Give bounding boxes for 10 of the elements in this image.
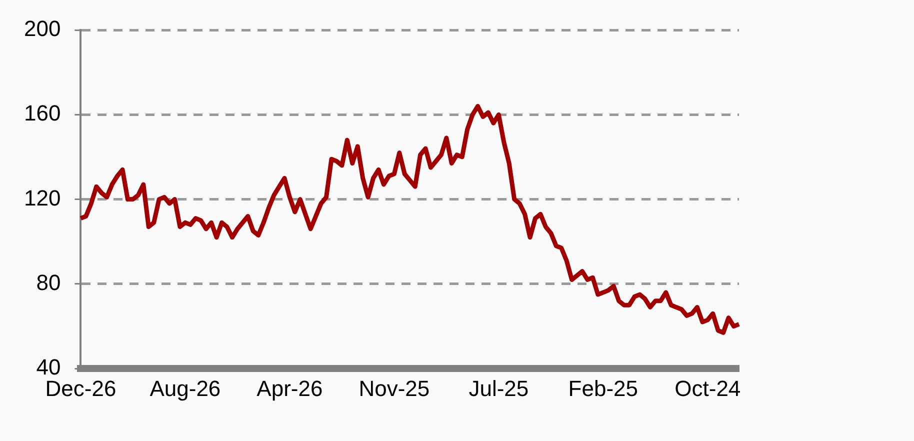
y-tick-label: 120 <box>24 185 61 210</box>
x-tick-label: Oct-24 <box>674 376 741 401</box>
x-tick-label: Jul-25 <box>468 376 529 401</box>
x-tick-label: Nov-25 <box>358 376 430 401</box>
x-tick-label: Apr-26 <box>256 376 323 401</box>
y-tick-label: 80 <box>36 270 61 296</box>
x-tick-label: Feb-25 <box>568 376 638 401</box>
y-tick-label: 160 <box>24 100 61 126</box>
y-tick-label: 200 <box>24 16 61 42</box>
x-tick-label: Aug-26 <box>150 376 221 401</box>
